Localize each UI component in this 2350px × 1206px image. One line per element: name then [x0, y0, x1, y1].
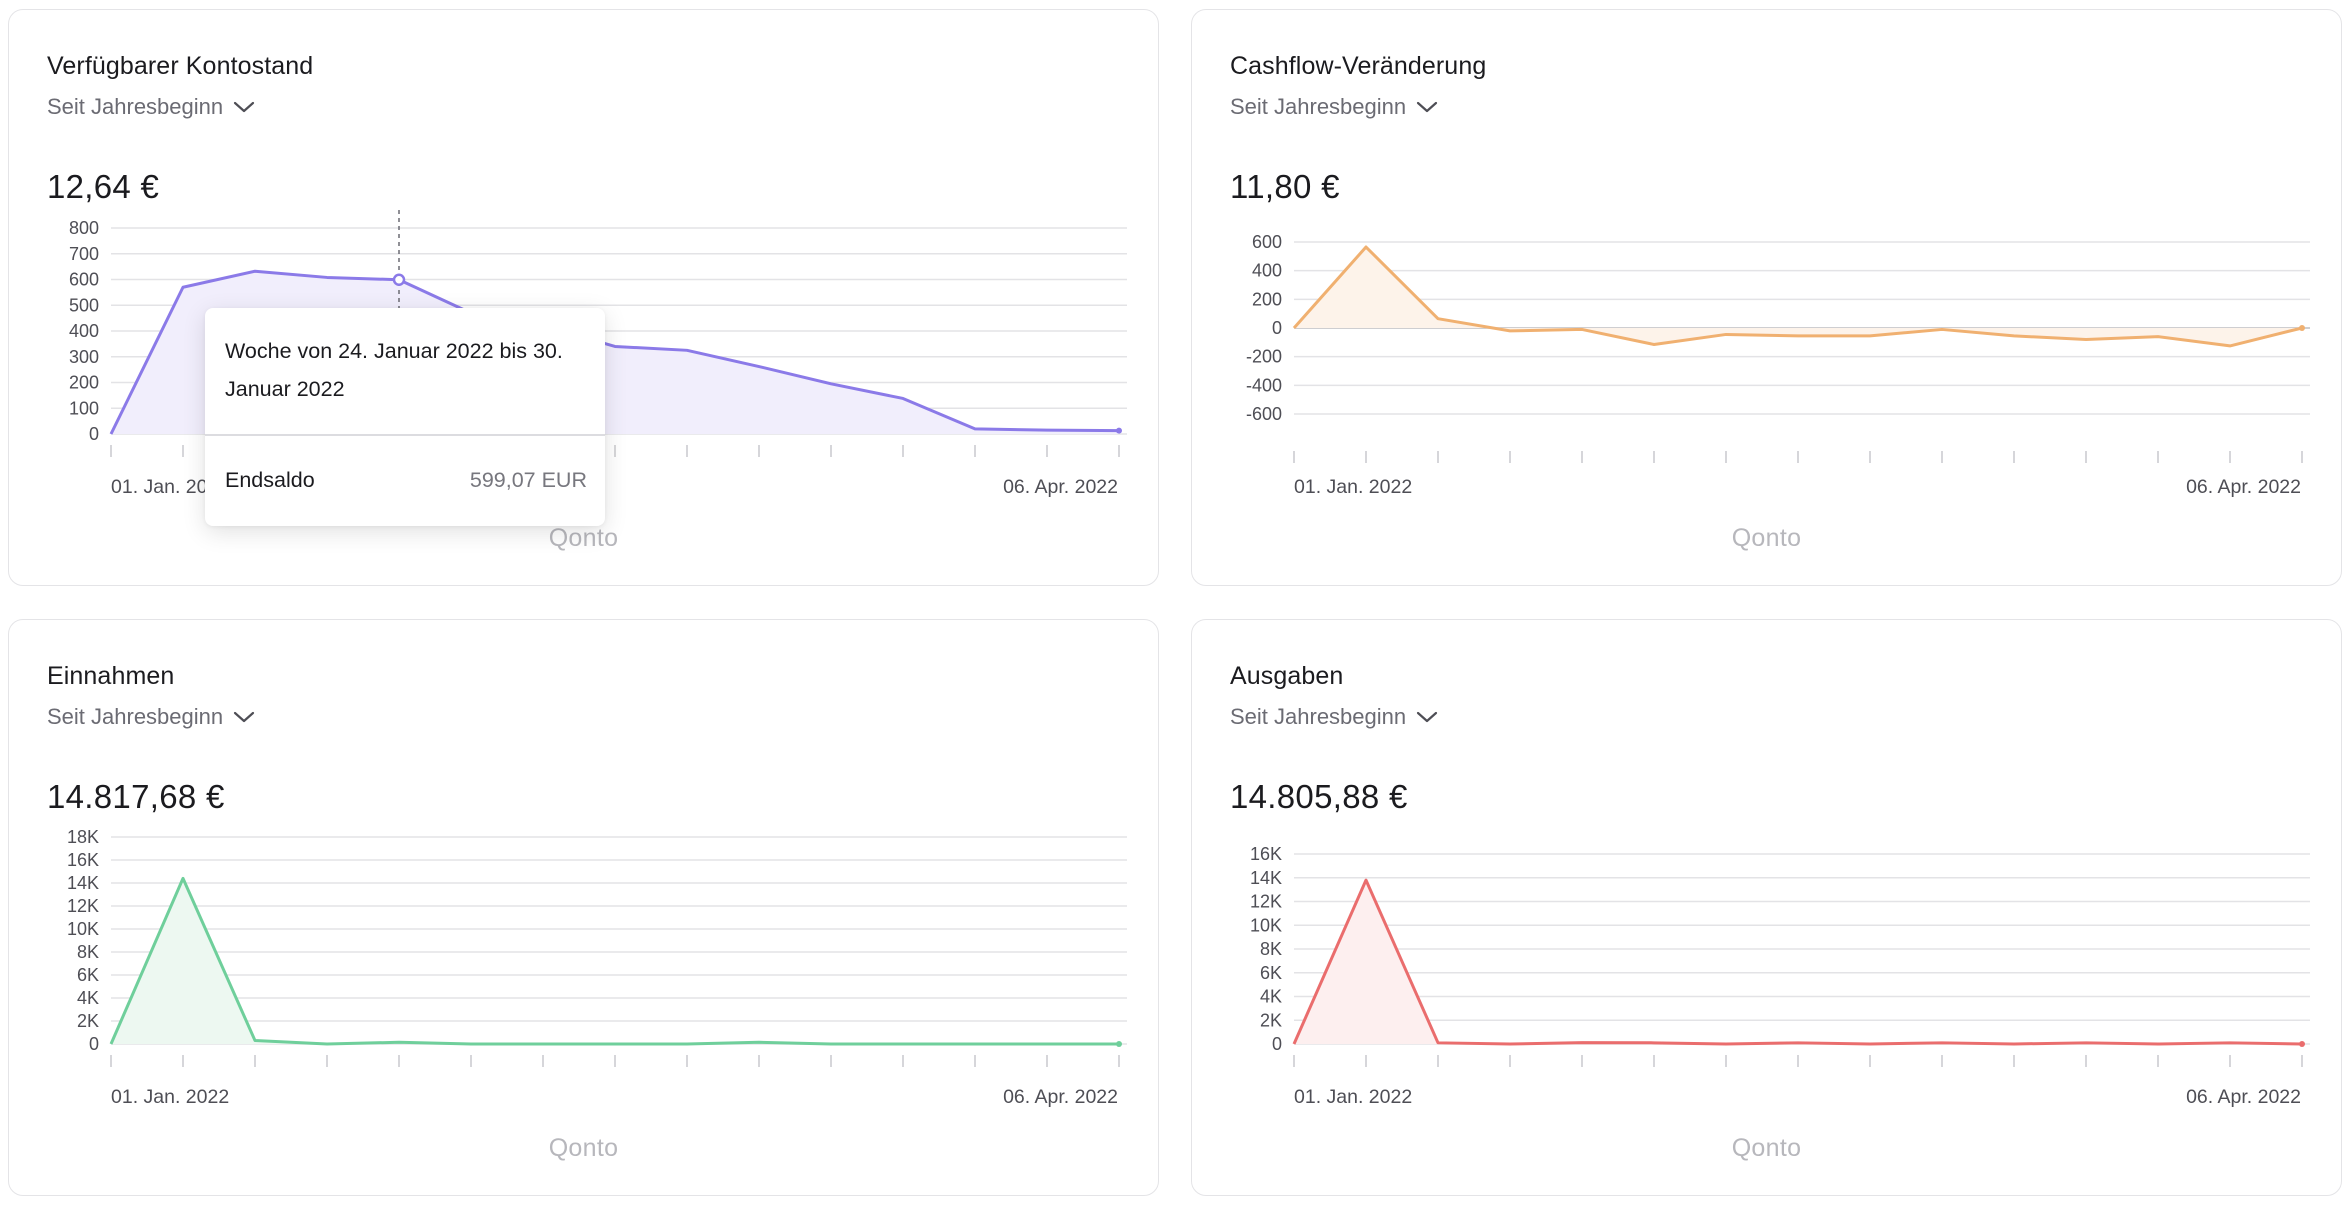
cashflow-chart[interactable]: 600 400 200 0 -200 -400 -600 [1192, 10, 2342, 586]
x-axis-end-label: 06. Apr. 2022 [1003, 476, 1118, 498]
qonto-logo: Qonto [1731, 1134, 1802, 1162]
chevron-down-icon [234, 101, 255, 113]
x-axis-start-label: 01. Jan. 2022 [1294, 1086, 1413, 1108]
amount-value: 14.805,88 € [1230, 778, 1408, 815]
y-tick-label: 400 [1252, 261, 1282, 281]
x-axis-end-label: 06. Apr. 2022 [1003, 1086, 1118, 1108]
tooltip-divider [205, 434, 605, 436]
y-tick-label: 600 [1252, 232, 1282, 252]
y-tick-label: 0 [1272, 318, 1282, 338]
card-title: Einnahmen [47, 662, 175, 690]
y-tick-label: 0 [1272, 1034, 1282, 1054]
period-label: Seit Jahresbeginn [47, 704, 224, 729]
period-label: Seit Jahresbeginn [1230, 704, 1407, 729]
tooltip-title: Woche von 24. Januar 2022 bis 30. Januar… [225, 339, 563, 401]
y-tick-label: 300 [69, 347, 99, 367]
y-tick-label: 8K [77, 942, 99, 962]
y-tick-label: 2K [77, 1011, 99, 1031]
income-chart[interactable]: 18K 16K 14K 12K 10K 8K 6K 4K 2K 0 [9, 620, 1159, 1196]
qonto-logo: Qonto [1731, 524, 1802, 552]
balance-card: Verfügbarer Kontostand Seit Jahresbeginn… [8, 9, 1159, 586]
data-point [2299, 1041, 2305, 1047]
amount-value: 11,80 € [1230, 168, 1340, 205]
card-title: Verfügbarer Kontostand [47, 52, 314, 80]
card-title: Ausgaben [1230, 662, 1344, 690]
y-tick-label: 4K [1260, 987, 1282, 1007]
y-tick-label: 600 [69, 270, 99, 290]
qonto-logo: Qonto [548, 524, 619, 552]
cashflow-card: Cashflow-Veränderung Seit Jahresbeginn 1… [1191, 9, 2342, 586]
y-tick-label: 0 [89, 424, 99, 444]
y-tick-label: 200 [1252, 289, 1282, 309]
y-tick-label: 700 [69, 244, 99, 264]
y-tick-label: -600 [1246, 404, 1282, 424]
y-tick-label: 2K [1260, 1010, 1282, 1030]
y-tick-label: 0 [89, 1034, 99, 1054]
y-tick-label: 200 [69, 373, 99, 393]
series-area [111, 878, 1119, 1044]
x-axis-start-label: 01. Jan. 2022 [111, 476, 230, 498]
qonto-logo: Qonto [548, 1134, 619, 1162]
period-label: Seit Jahresbeginn [1230, 94, 1407, 119]
expenses-chart[interactable]: 16K 14K 12K 10K 8K 6K 4K 2K 0 [1192, 620, 2342, 1196]
y-tick-label: -200 [1246, 347, 1282, 367]
chart-tooltip: Woche von 24. Januar 2022 bis 30. Januar… [205, 308, 605, 526]
y-tick-label: 4K [77, 988, 99, 1008]
tooltip-label: Endsaldo [225, 468, 315, 492]
chevron-down-icon [234, 711, 255, 723]
period-dropdown[interactable]: Seit Jahresbeginn [47, 704, 255, 730]
series-line [109, 876, 1119, 1046]
period-dropdown[interactable]: Seit Jahresbeginn [47, 94, 255, 120]
amount-value: 12,64 € [47, 168, 160, 205]
period-dropdown[interactable]: Seit Jahresbeginn [1230, 94, 1438, 120]
chevron-down-icon [1417, 711, 1438, 723]
data-point [2299, 325, 2305, 331]
series-line [109, 269, 1120, 435]
highlight-point [392, 273, 406, 287]
y-tick-label: 6K [1260, 963, 1282, 983]
y-tick-label: 100 [69, 398, 99, 418]
y-tick-label: 500 [69, 295, 99, 315]
y-tick-label: 400 [69, 321, 99, 341]
period-dropdown[interactable]: Seit Jahresbeginn [1230, 704, 1438, 730]
income-card: Einnahmen Seit Jahresbeginn 14.817,68 € … [8, 619, 1159, 1196]
y-tick-label: 14K [67, 873, 99, 893]
y-tick-label: 16K [1250, 844, 1282, 864]
y-tick-label: 14K [1250, 868, 1282, 888]
data-point [1116, 1041, 1122, 1047]
series-line [1292, 245, 2303, 348]
chevron-down-icon [1417, 101, 1438, 113]
y-tick-label: 10K [67, 919, 99, 939]
x-axis-end-label: 06. Apr. 2022 [2186, 476, 2301, 498]
y-tick-label: 18K [67, 827, 99, 847]
y-tick-label: 12K [1250, 892, 1282, 912]
y-tick-label: 16K [67, 850, 99, 870]
x-axis-start-label: 01. Jan. 2022 [111, 1086, 230, 1108]
y-tick-label: 6K [77, 965, 99, 985]
expenses-card: Ausgaben Seit Jahresbeginn 14.805,88 € 1… [1191, 619, 2342, 1196]
data-point [1116, 427, 1122, 434]
series-area [1294, 880, 2302, 1044]
series-area [1294, 247, 2302, 346]
tooltip-value: 599,07 EUR [469, 468, 587, 492]
y-tick-label: 12K [67, 896, 99, 916]
y-tick-label: -400 [1246, 375, 1282, 395]
y-tick-label: 8K [1260, 939, 1282, 959]
x-axis-start-label: 01. Jan. 2022 [1294, 476, 1413, 498]
card-title: Cashflow-Veränderung [1230, 52, 1487, 80]
x-axis-end-label: 06. Apr. 2022 [2186, 1086, 2301, 1108]
amount-value: 14.817,68 € [47, 778, 225, 815]
y-tick-label: 10K [1250, 915, 1282, 935]
y-tick-label: 800 [69, 218, 99, 238]
series-line [1292, 878, 2303, 1046]
period-label: Seit Jahresbeginn [47, 94, 224, 119]
